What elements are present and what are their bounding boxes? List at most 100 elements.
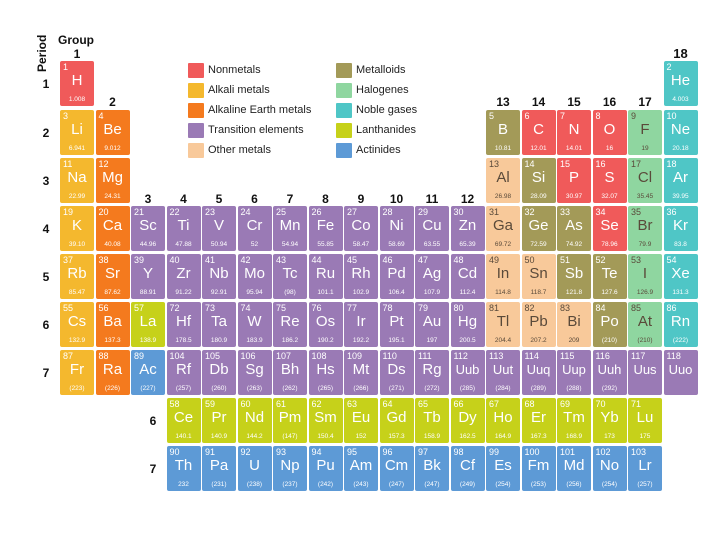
element-cell-y: 39 Y 88.91 [131,254,165,299]
atomic-mass: (257) [637,481,653,488]
element-cell-si: 14 Si 28.09 [521,158,556,203]
atomic-number: 40 [169,255,180,265]
element-cell-eu: 63 Eu 152 [344,398,378,443]
atomic-number: 114 [524,351,539,361]
element-cell-zn: 30 Zn 65.39 [450,206,485,251]
atomic-number: 95 [347,447,358,457]
atomic-number: 109 [347,351,363,361]
element-cell-cl: 17 Cl 35.45 [628,158,662,203]
atomic-mass: 173 [604,433,615,440]
atomic-mass: 162.5 [459,433,476,440]
element-symbol: Er [531,409,546,426]
element-symbol: Eu [351,409,371,426]
element-cell-na: 11 Na 22.99 [60,158,94,203]
atomic-number: 89 [134,351,145,361]
element-cell-lr: 103 Lr (257) [628,446,662,491]
atomic-mass: (254) [601,481,618,488]
atomic-mass: 87.62 [104,289,121,296]
atomic-mass: (271) [388,385,405,392]
group-label-11: 11 [425,192,439,206]
element-cell-db: 105 Db (260) [202,350,236,395]
element-cell-al: 13 Al 26.98 [486,158,520,203]
atomic-mass: (263) [246,385,263,392]
element-symbol: U [249,457,260,474]
atomic-number: 115 [560,351,575,361]
atomic-number: 56 [98,303,109,313]
element-cell-o: 8 O 16 [592,110,627,155]
legend-swatch [188,62,204,78]
atomic-number: 106 [240,351,256,361]
element-symbol: Cf [460,457,475,474]
element-symbol: Uup [562,362,586,377]
period-label-3: 3 [42,174,50,188]
legend-label: Lanthanides [356,124,416,136]
legend-item-transition: Transition elements [188,122,304,138]
element-cell-in: 49 In 114.8 [486,254,520,299]
atomic-number: 30 [453,207,464,217]
element-symbol: Lu [636,409,654,426]
element-symbol: Ti [177,217,190,234]
atomic-mass: 157.3 [388,433,405,440]
element-symbol: Au [422,313,442,330]
element-cell-lu: 71 Lu 175 [628,398,662,443]
atomic-mass: 10.81 [494,145,512,152]
atomic-number: 33 [560,207,571,217]
element-symbol: H [71,72,83,89]
atomic-mass: 204.4 [494,337,512,344]
element-symbol: Md [563,457,585,474]
element-symbol: V [213,217,224,234]
atomic-mass: 132.9 [68,337,86,344]
group-label-6: 6 [251,192,258,206]
element-symbol: Ds [387,361,406,378]
legend-label: Nonmetals [208,64,261,76]
element-cell-i: 53 I 126.9 [628,254,662,299]
atomic-number: 64 [382,399,393,409]
element-cell-ce: 58 Ce 140.1 [166,398,201,443]
element-cell-pm: 61 Pm (147) [273,398,307,443]
atomic-mass: (210) [601,337,618,344]
atomic-mass: 55.85 [317,241,334,248]
atomic-number: 104 [169,351,185,361]
element-symbol: Ni [389,217,404,234]
element-symbol: Hg [457,313,478,330]
legend-label: Halogenes [356,84,409,96]
element-cell-xe: 54 Xe 131.3 [663,254,698,299]
atomic-mass: 131.3 [672,289,689,296]
element-symbol: Be [103,121,122,138]
atomic-number: 118 [666,351,681,361]
legend-swatch [188,102,204,118]
atomic-number: 74 [240,303,251,313]
element-cell-nb: 41 Nb 92.91 [202,254,236,299]
atomic-number: 70 [595,399,606,409]
element-symbol: Db [209,361,229,378]
atomic-number: 103 [631,447,647,457]
element-cell-at: 85 At (210) [628,302,662,347]
legend-swatch [336,142,352,158]
atomic-mass: (254) [495,481,511,488]
element-cell-ge: 32 Ge 72.59 [521,206,556,251]
atomic-mass: 58.47 [352,241,370,248]
element-symbol: Cu [422,217,442,234]
element-cell-ru: 44 Ru 101.1 [308,254,343,299]
element-cell-sr: 38 Sr 87.62 [95,254,130,299]
atomic-number: 21 [134,207,145,217]
atomic-number: 35 [631,207,642,217]
atomic-number: 83 [560,303,571,313]
element-cell-ta: 73 Ta 180.9 [202,302,236,347]
element-symbol: Mt [352,361,370,378]
element-cell-tb: 65 Tb 158.9 [415,398,449,443]
atomic-number: 14 [524,159,535,169]
atomic-number: 61 [276,399,287,409]
element-cell-fr: 87 Fr (223) [60,350,94,395]
atomic-mass: 1.008 [68,96,86,103]
group-label-10: 10 [389,192,404,206]
atomic-number: 57 [134,303,145,313]
atomic-number: 11 [63,159,73,169]
element-symbol: Tm [563,409,585,426]
element-symbol: Rg [422,361,442,378]
atomic-mass: (292) [601,385,618,392]
atomic-number: 102 [595,447,611,457]
element-cell-tl: 81 Tl 204.4 [486,302,520,347]
group-label-8: 8 [322,192,329,206]
legend-swatch [336,102,352,118]
